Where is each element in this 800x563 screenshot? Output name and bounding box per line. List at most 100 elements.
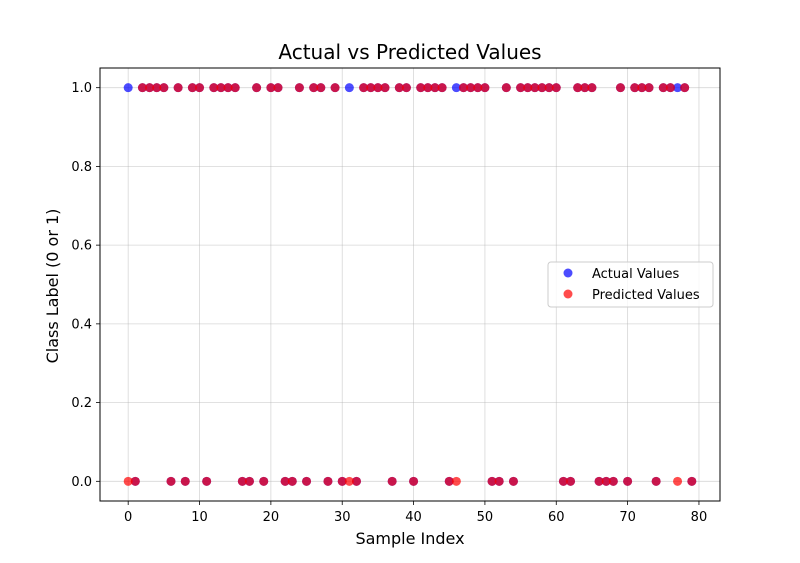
data-point [373,83,383,93]
x-tick-label: 10 [191,510,208,525]
data-point [302,476,312,486]
data-point [259,476,269,486]
data-point [587,83,597,93]
data-point [451,83,461,93]
data-point [594,476,604,486]
legend-label-actual: Actual Values [592,267,680,282]
data-point [480,83,490,93]
data-point [687,476,697,486]
data-point [330,83,340,93]
chart-title: Actual vs Predicted Values [278,40,541,64]
data-point [680,83,690,93]
data-point [351,476,361,486]
x-tick-label: 20 [263,510,280,525]
legend-marker-actual [563,268,573,278]
y-axis-ticks: 0.0 0.2 0.4 0.6 0.8 1.0 [71,81,100,490]
data-point [558,476,568,486]
data-point [337,476,347,486]
data-point [130,476,140,486]
y-tick-label: 1.0 [71,81,92,96]
data-point [166,476,176,486]
y-tick-label: 0.0 [71,475,92,490]
data-point [223,83,233,93]
data-point [494,476,504,486]
data-point [580,83,590,93]
data-point [658,83,668,93]
data-point [237,476,247,486]
data-point [473,83,483,93]
data-point [416,83,426,93]
data-point [387,476,397,486]
data-point [187,83,197,93]
data-point [530,83,540,93]
y-tick-label: 0.8 [71,160,92,175]
x-tick-label: 60 [548,510,565,525]
data-point [209,83,219,93]
data-point [459,83,469,93]
x-tick-label: 80 [691,510,708,525]
data-point [159,83,169,93]
plot-frame [99,67,721,502]
data-point [466,83,476,93]
x-tick-label: 30 [334,510,351,525]
data-point [630,83,640,93]
data-point [230,83,240,93]
legend: Actual Values Predicted Values [547,261,714,308]
data-point [651,476,661,486]
data-point [195,83,205,93]
data-point [451,476,461,486]
data-point [501,83,511,93]
data-point [344,476,354,486]
data-point [487,476,497,486]
x-axis-label: Sample Index [355,529,464,548]
data-point [252,83,262,93]
y-axis-label: Class Label (0 or 1) [43,209,62,364]
data-point [423,83,433,93]
data-point [280,476,290,486]
data-point [601,476,611,486]
data-point [615,83,625,93]
data-point [673,83,683,93]
data-point [366,83,376,93]
data-point [216,83,226,93]
legend-marker-predicted [563,289,573,299]
data-point [444,476,454,486]
data-point [323,476,333,486]
data-point [287,476,297,486]
data-point [401,83,411,93]
data-point [273,83,283,93]
data-point [244,476,254,486]
data-point [516,83,526,93]
data-point [309,83,319,93]
x-tick-label: 50 [477,510,494,525]
data-point [623,476,633,486]
data-point [637,83,647,93]
x-tick-label: 70 [619,510,636,525]
data-point [180,476,190,486]
data-point [644,83,654,93]
data-points [123,83,697,486]
y-tick-label: 0.6 [71,239,92,254]
x-tick-label: 40 [405,510,422,525]
data-point [430,83,440,93]
data-point [673,476,683,486]
data-point [173,83,183,93]
data-point [566,476,576,486]
data-point [344,83,354,93]
data-point [123,83,133,93]
data-point [394,83,404,93]
data-point [152,83,162,93]
data-point [537,83,547,93]
data-point [523,83,533,93]
data-point [573,83,583,93]
x-tick-label: 0 [124,510,132,525]
data-point [409,476,419,486]
data-point [294,83,304,93]
x-axis-ticks: 0 10 20 30 40 50 60 70 80 [124,501,707,525]
data-point [316,83,326,93]
data-point [665,83,675,93]
series-predicted [123,83,697,486]
data-point [359,83,369,93]
data-point [437,83,447,93]
